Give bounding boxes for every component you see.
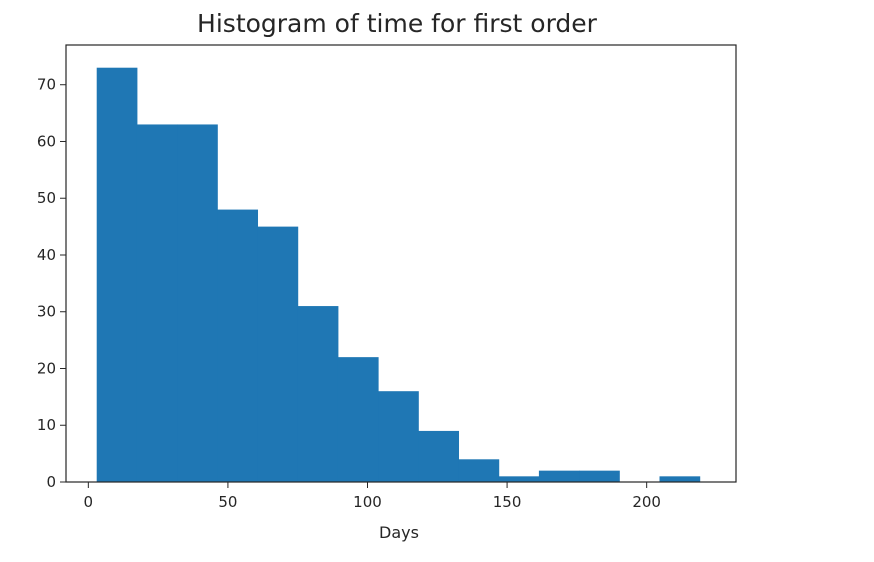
chart-title: Histogram of time for first order <box>197 9 598 38</box>
histogram-bar <box>579 470 620 482</box>
x-tick-label: 200 <box>632 493 661 511</box>
x-axis-ticks: 0 50 100 150 200 <box>84 482 661 511</box>
x-tick-label: 0 <box>84 493 94 511</box>
histogram-bar <box>177 124 218 483</box>
y-tick-label: 70 <box>37 76 56 94</box>
histogram-bar <box>337 357 379 482</box>
histogram-bar <box>257 226 299 482</box>
histogram-bar <box>659 476 701 482</box>
y-tick-label: 20 <box>37 359 56 377</box>
histogram-bar <box>498 476 540 482</box>
histogram-bars <box>96 67 701 483</box>
histogram-bar <box>378 391 419 482</box>
histogram-bar <box>458 459 500 482</box>
x-tick-label: 100 <box>353 493 382 511</box>
x-tick-label: 150 <box>493 493 522 511</box>
y-axis-ticks: 0 10 20 30 40 50 60 70 <box>37 76 66 491</box>
histogram-bar <box>136 124 178 483</box>
x-tick-label: 50 <box>218 493 237 511</box>
y-tick-label: 0 <box>46 473 56 491</box>
histogram-bar <box>418 430 460 482</box>
y-tick-label: 40 <box>37 246 56 264</box>
plot-frame <box>65 44 737 483</box>
y-tick-label: 10 <box>37 416 56 434</box>
y-tick-label: 30 <box>37 303 56 321</box>
y-tick-label: 60 <box>37 132 56 150</box>
histogram-bar <box>96 67 138 483</box>
x-axis-label: Days <box>379 523 419 542</box>
y-tick-label: 50 <box>37 189 56 207</box>
histogram-bar <box>217 209 259 482</box>
histogram-bar <box>538 470 580 482</box>
histogram-bar <box>297 306 339 482</box>
